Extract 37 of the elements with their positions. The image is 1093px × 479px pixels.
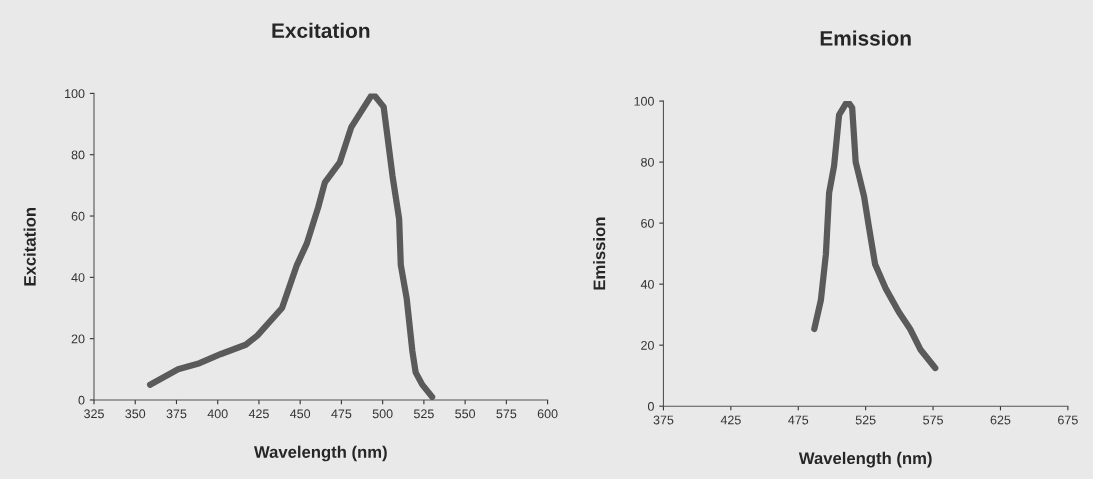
y-tick-label: 0 bbox=[78, 395, 85, 405]
x-tick-label: 450 bbox=[290, 409, 311, 419]
chart-title: Excitation bbox=[272, 22, 370, 39]
x-tick-label: 375 bbox=[166, 409, 187, 419]
x-tick-label: 550 bbox=[455, 409, 476, 419]
x-tick-label: 525 bbox=[855, 415, 876, 425]
y-tick-label: 60 bbox=[71, 211, 85, 221]
y-axis-title: Excitation bbox=[23, 207, 36, 286]
x-tick-label: 525 bbox=[413, 409, 434, 419]
x-tick-label: 475 bbox=[788, 415, 809, 425]
x-tick-label: 675 bbox=[1058, 415, 1078, 425]
y-tick-label: 80 bbox=[641, 157, 654, 167]
y-tick-label: 20 bbox=[71, 334, 85, 344]
x-axis-title: Wavelength (nm) bbox=[798, 451, 932, 468]
y-tick-label: 40 bbox=[71, 273, 85, 282]
x-tick-label: 425 bbox=[248, 409, 269, 419]
y-tick-label: 60 bbox=[641, 218, 654, 228]
x-tick-label: 575 bbox=[923, 415, 943, 425]
chart-title: Emission bbox=[820, 30, 911, 46]
x-tick-label: 500 bbox=[372, 409, 393, 419]
x-tick-label: 400 bbox=[207, 409, 228, 419]
y-tick-label: 40 bbox=[640, 279, 654, 289]
y-tick-label: 100 bbox=[65, 89, 85, 99]
x-axis-title: Wavelength (nm) bbox=[254, 445, 387, 462]
y-axis-title: Emission bbox=[593, 217, 606, 290]
y-tick-label: 20 bbox=[641, 340, 654, 350]
x-tick-label: 475 bbox=[331, 409, 352, 419]
x-tick-label: 350 bbox=[125, 409, 146, 419]
x-tick-label: 600 bbox=[537, 409, 558, 419]
y-tick-label: 0 bbox=[647, 401, 654, 411]
y-tick-label: 100 bbox=[634, 96, 654, 106]
x-tick-label: 375 bbox=[653, 415, 674, 425]
x-tick-label: 425 bbox=[720, 415, 741, 425]
y-tick-label: 80 bbox=[71, 150, 85, 160]
x-tick-label: 325 bbox=[84, 409, 104, 419]
x-tick-label: 575 bbox=[496, 409, 517, 419]
x-tick-label: 625 bbox=[990, 415, 1011, 425]
